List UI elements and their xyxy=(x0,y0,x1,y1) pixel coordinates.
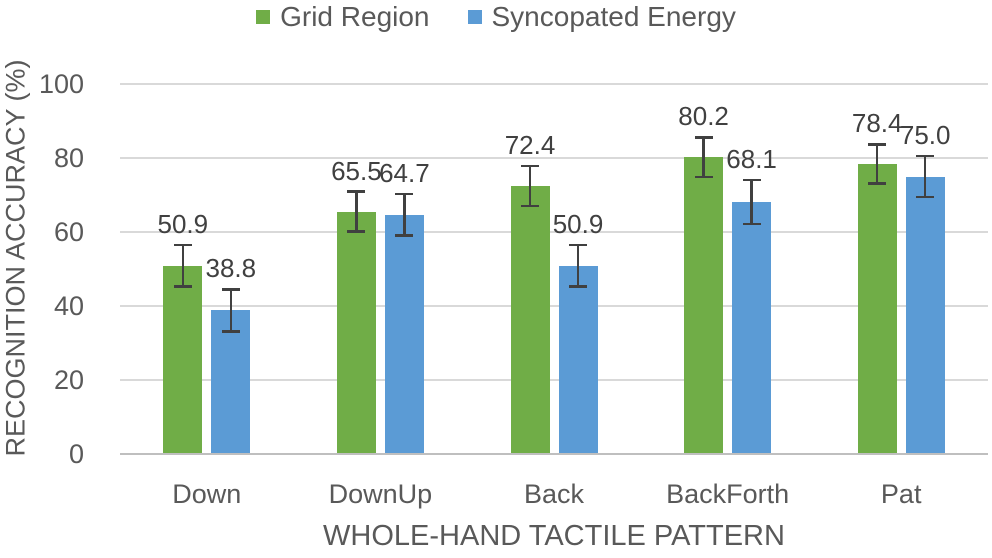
error-bar-cap xyxy=(521,164,539,168)
y-tick-label: 20 xyxy=(53,365,84,395)
error-bar-cap xyxy=(347,190,366,193)
chart-legend: Grid Region Syncopated Energy xyxy=(0,1,992,33)
data-label-syncopated-energy-downup: 64.7 xyxy=(379,157,430,188)
data-label-syncopated-energy-down: 38.8 xyxy=(205,253,257,284)
bar-syncopated-energy-backforth xyxy=(732,202,772,454)
bar-grid-region-back xyxy=(510,186,550,454)
gridline-80 xyxy=(120,157,988,159)
x-axis-title: WHOLE-HAND TACTILE PATTERN xyxy=(323,520,785,552)
x-tick-label-pat: Pat xyxy=(880,479,922,509)
error-bar-cap xyxy=(694,175,713,179)
error-bar-cap xyxy=(694,136,713,139)
bar-grid-region-pat xyxy=(857,163,897,454)
error-bar-syncopated-energy-down xyxy=(229,289,233,332)
bar-grid-region-down xyxy=(163,265,203,454)
bar-syncopated-energy-down xyxy=(211,310,251,454)
error-bar-cap xyxy=(347,230,366,233)
data-label-grid-region-backforth: 80.2 xyxy=(678,101,729,132)
legend-swatch-syncopated-energy xyxy=(467,10,482,24)
data-label-syncopated-energy-back: 50.9 xyxy=(552,208,604,239)
bar-syncopated-energy-downup xyxy=(384,214,424,454)
data-label-syncopated-energy-pat: 75.0 xyxy=(899,119,951,150)
error-bar-cap xyxy=(395,192,414,196)
error-bar-grid-region-back xyxy=(528,166,532,207)
error-bar-cap xyxy=(173,243,192,247)
error-bar-cap xyxy=(868,143,887,146)
error-bar-cap xyxy=(521,204,539,208)
y-tick-label: 40 xyxy=(53,291,84,321)
error-bar-grid-region-downup xyxy=(355,191,358,232)
error-bar-syncopated-energy-downup xyxy=(403,193,406,236)
data-label-grid-region-pat: 78.4 xyxy=(851,108,903,139)
error-bar-cap xyxy=(221,330,240,333)
error-bar-cap xyxy=(221,288,240,291)
y-tick-label: 60 xyxy=(53,217,84,247)
error-bar-syncopated-energy-back xyxy=(576,244,580,287)
bar-syncopated-energy-back xyxy=(558,265,598,454)
gridline-100 xyxy=(120,83,988,85)
x-tick-label-downup: DownUp xyxy=(328,479,433,509)
x-tick-label-backforth: BackForth xyxy=(666,479,790,509)
data-label-grid-region-back: 72.4 xyxy=(504,130,556,161)
gridline-60 xyxy=(120,231,988,233)
gridline-40 xyxy=(120,305,988,307)
error-bar-cap xyxy=(569,243,587,247)
error-bar-cap xyxy=(173,285,192,288)
y-tick-label: 0 xyxy=(68,439,84,469)
bar-grid-region-backforth xyxy=(684,157,724,454)
bar-syncopated-energy-pat xyxy=(905,176,945,454)
error-bar-grid-region-down xyxy=(181,244,185,287)
x-tick-label-down: Down xyxy=(172,479,242,509)
error-bar-grid-region-backforth xyxy=(702,137,705,178)
gridline-20 xyxy=(120,379,988,381)
plot-area: 50.9 38.8 65.5 64.7 72.4 50.9 80.2 68.1 78.4 75.0 xyxy=(120,83,988,455)
y-tick-label: 100 xyxy=(38,69,84,99)
legend-label: Syncopated Energy xyxy=(491,1,736,32)
error-bar-cap xyxy=(916,195,935,199)
legend-item-grid-region: Grid Region xyxy=(256,1,430,33)
data-label-syncopated-energy-backforth: 68.1 xyxy=(726,143,777,174)
data-label-grid-region-down: 50.9 xyxy=(157,208,209,239)
error-bar-cap xyxy=(569,285,587,288)
y-axis-title: RECOGNITION ACCURACY (%) xyxy=(0,59,31,457)
error-bar-cap xyxy=(742,178,761,182)
error-bar-cap xyxy=(395,234,414,237)
legend-label: Grid Region xyxy=(280,1,430,32)
x-tick-label-back: Back xyxy=(523,479,585,509)
x-axis-line xyxy=(120,453,988,455)
error-bar-syncopated-energy-pat xyxy=(923,155,927,198)
y-tick-label: 80 xyxy=(53,143,84,173)
error-bar-cap xyxy=(742,222,761,226)
error-bar-syncopated-energy-backforth xyxy=(750,179,753,225)
error-bar-grid-region-pat xyxy=(875,144,879,184)
error-bar-cap xyxy=(868,182,887,185)
bar-grid-region-downup xyxy=(336,211,376,454)
data-label-grid-region-downup: 65.5 xyxy=(331,155,382,186)
error-bar-cap xyxy=(916,154,935,158)
legend-swatch-grid-region xyxy=(256,10,271,24)
legend-item-syncopated-energy: Syncopated Energy xyxy=(467,1,736,33)
